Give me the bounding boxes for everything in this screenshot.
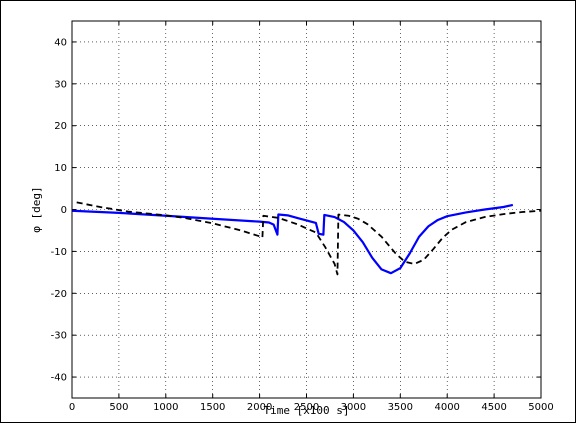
y-tick-label: -30 — [51, 331, 67, 342]
x-tick-label: 1500 — [200, 402, 225, 413]
x-tick-label: 4500 — [481, 402, 506, 413]
y-tick-label: 30 — [54, 79, 67, 90]
x-tick-label: 1000 — [153, 402, 178, 413]
x-tick-label: 0 — [69, 402, 75, 413]
y-tick-label: -20 — [51, 289, 67, 300]
y-tick-label: -40 — [51, 373, 67, 384]
y-tick-label: -10 — [51, 247, 67, 258]
series-line-1 — [71, 203, 514, 275]
x-tick-label: 2500 — [294, 402, 319, 413]
x-tick-label: 5000 — [528, 402, 553, 413]
x-tick-label: 3500 — [388, 402, 413, 413]
x-axis-label: Time [x100 s] — [263, 404, 349, 417]
y-tick-label: 20 — [54, 121, 67, 132]
x-tick-label: 3000 — [341, 402, 366, 413]
y-tick-label: 40 — [54, 37, 67, 48]
y-axis-label: φ [deg] — [30, 186, 43, 232]
y-tick-label: 10 — [54, 163, 67, 174]
x-tick-label: 500 — [109, 402, 128, 413]
series-line-2 — [76, 201, 542, 276]
x-tick-label: 4000 — [434, 402, 459, 413]
x-tick-label: 2000 — [247, 402, 272, 413]
y-tick-label: 0 — [61, 205, 67, 216]
